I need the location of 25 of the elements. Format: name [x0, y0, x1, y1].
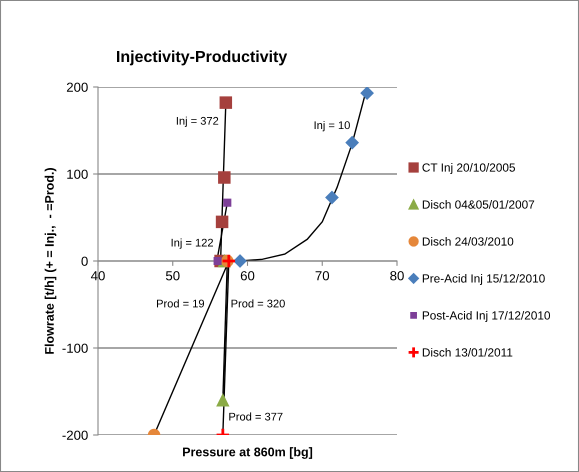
annotation: Prod = 377 — [229, 412, 282, 421]
annotation: Prod = 320 — [232, 299, 285, 308]
legend-label: Post-Acid Inj 17/12/2010 — [422, 310, 550, 322]
chart-title: Injectivity-Productivity — [117, 50, 288, 66]
annotation: Inj = 122 — [172, 238, 213, 249]
legend-label: Pre-Acid Inj 15/12/2010 — [422, 274, 545, 285]
x-tick-label: 80 — [390, 271, 404, 280]
y-tick-label: 100 — [67, 170, 88, 179]
legend-label: Disch 13/01/2011 — [422, 348, 512, 357]
annotation: Inj = 372 — [176, 116, 218, 127]
annotation: Prod = 19 — [156, 299, 204, 308]
x-tick-label: 50 — [166, 271, 180, 280]
y-tick-label: -200 — [62, 430, 88, 440]
y-tick-label: 200 — [66, 82, 88, 92]
y-tick-label: 0 — [81, 256, 88, 266]
legend-label: Disch 24/03/2010 — [422, 237, 514, 246]
x-axis-title: Pressure at 860m [bg] — [183, 447, 312, 459]
x-tick-label: 40 — [90, 271, 105, 280]
legend-label: CT Inj 20/10/2005 — [422, 163, 516, 174]
x-tick-label: 60 — [240, 271, 254, 280]
x-tick-label: 70 — [316, 271, 330, 280]
legend-label: Disch 04&05/01/2007 — [422, 200, 534, 209]
y-axis-title: Flowrate [t/h] (+ = Inj., - =Prod.) — [44, 168, 56, 354]
y-tick-label: -100 — [62, 344, 88, 353]
annotation: Inj = 10 — [314, 120, 350, 132]
